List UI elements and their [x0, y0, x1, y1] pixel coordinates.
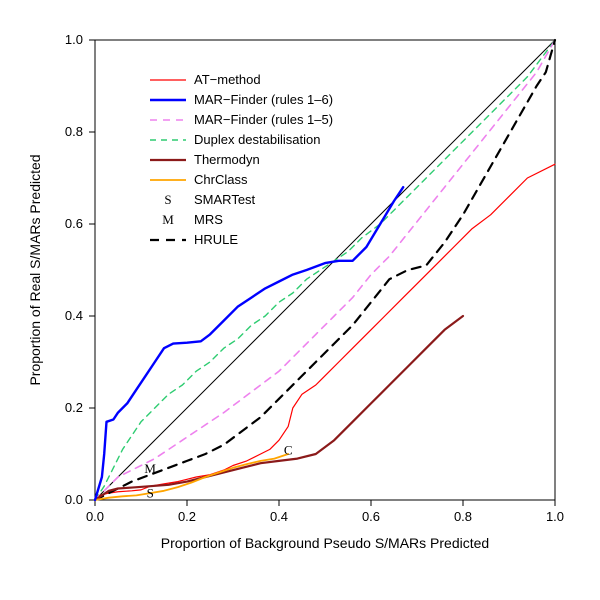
x-tick-label: 0.4	[270, 509, 288, 524]
legend-glyph-smartest: S	[164, 192, 171, 207]
marker-S: S	[147, 485, 154, 500]
x-axis-label: Proportion of Background Pseudo S/MARs P…	[161, 535, 489, 551]
x-tick-label: 0.0	[86, 509, 104, 524]
y-tick-label: 0.2	[65, 400, 83, 415]
y-tick-label: 0.6	[65, 216, 83, 231]
legend-label-mrs: MRS	[194, 212, 223, 227]
legend-label-smartest: SMARTest	[194, 192, 256, 207]
legend-glyph-mrs: M	[162, 212, 174, 227]
legend-label-at: AT−method	[194, 72, 261, 87]
legend-label-mf15: MAR−Finder (rules 1–5)	[194, 112, 333, 127]
legend-label-thermo: Thermodyn	[194, 152, 260, 167]
marker-C: C	[284, 443, 293, 458]
y-tick-label: 0.0	[65, 492, 83, 507]
y-tick-label: 0.8	[65, 124, 83, 139]
legend-label-mf16: MAR−Finder (rules 1–6)	[194, 92, 333, 107]
x-tick-label: 0.8	[454, 509, 472, 524]
x-tick-label: 0.2	[178, 509, 196, 524]
x-tick-label: 1.0	[546, 509, 564, 524]
y-tick-label: 1.0	[65, 32, 83, 47]
y-tick-label: 0.4	[65, 308, 83, 323]
x-tick-label: 0.6	[362, 509, 380, 524]
legend-label-hrule: HRULE	[194, 232, 238, 247]
roc-chart: 0.0 0.2 0.4 0.6 0.8 1.0 0.0 0.2 0.4 0.6 0.8 1.0 Prop…	[0, 0, 600, 600]
marker-M: M	[144, 461, 156, 476]
y-axis-label: Proportion of Real S/MARs Predicted	[27, 154, 43, 385]
legend-label-chr: ChrClass	[194, 172, 248, 187]
legend-label-duplex: Duplex destabilisation	[194, 132, 320, 147]
